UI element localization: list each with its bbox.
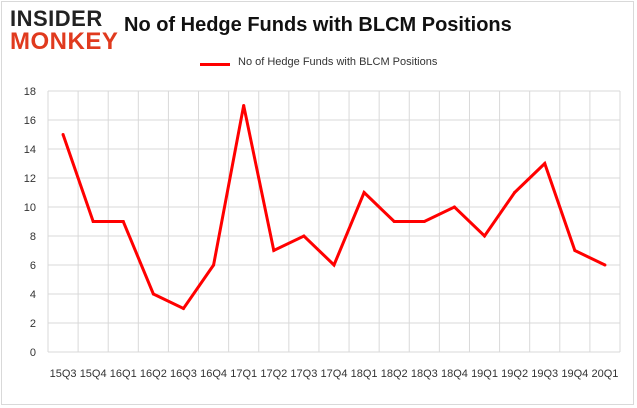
- data-point: [212, 263, 216, 267]
- x-tick-label: 19Q3: [531, 368, 558, 380]
- insider-monkey-logo: INSIDER MONKEY: [10, 6, 120, 55]
- x-tick-label: 18Q1: [351, 368, 378, 380]
- x-tick-label: 15Q3: [50, 368, 77, 380]
- x-tick-label: 19Q4: [561, 368, 588, 380]
- data-point: [242, 104, 246, 107]
- y-tick-label: 2: [30, 318, 36, 330]
- data-point: [181, 307, 185, 310]
- x-tick-label: 17Q2: [260, 368, 287, 380]
- x-tick-label: 16Q4: [200, 368, 227, 380]
- legend-label: No of Hedge Funds with BLCM Positions: [238, 56, 438, 68]
- data-point: [302, 234, 306, 238]
- x-tick-label: 19Q2: [501, 368, 528, 380]
- data-point: [332, 263, 336, 267]
- y-tick-label: 4: [30, 289, 36, 301]
- data-point: [151, 292, 155, 296]
- data-point: [483, 234, 487, 238]
- x-tick-label: 17Q4: [321, 368, 348, 380]
- logo-line-2: MONKEY: [10, 28, 119, 55]
- y-tick-label: 6: [30, 260, 36, 272]
- x-tick-label: 18Q3: [411, 368, 438, 380]
- data-point: [513, 191, 517, 194]
- y-tick-label: 18: [24, 86, 36, 98]
- y-axis: 0 2 4 6 8 10 12 14 16 18: [24, 86, 36, 359]
- grid: [47, 90, 621, 353]
- x-tick-label: 16Q3: [170, 368, 197, 380]
- data-point: [392, 220, 396, 223]
- data-point: [121, 220, 125, 223]
- x-tick-label: 18Q2: [381, 368, 408, 380]
- x-tick-label: 19Q1: [471, 368, 498, 380]
- x-tick-label: 15Q4: [80, 368, 107, 380]
- y-tick-label: 12: [24, 173, 36, 185]
- x-tick-label: 17Q3: [290, 368, 317, 380]
- data-point: [452, 205, 456, 209]
- x-tick-label: 17Q1: [230, 368, 257, 380]
- logo-line-1: INSIDER: [10, 6, 103, 31]
- data-point: [603, 263, 607, 267]
- y-tick-label: 10: [24, 202, 36, 214]
- x-tick-label: 18Q4: [441, 368, 468, 380]
- y-tick-label: 14: [24, 144, 36, 156]
- y-tick-label: 16: [24, 115, 36, 127]
- legend-swatch: [200, 63, 230, 66]
- data-point: [543, 162, 547, 165]
- data-point: [422, 220, 426, 223]
- x-tick-label: 16Q2: [140, 368, 167, 380]
- data-point: [573, 249, 577, 252]
- data-point: [91, 220, 95, 223]
- x-tick-label: 20Q1: [591, 368, 618, 380]
- data-point: [272, 249, 276, 252]
- y-tick-label: 8: [30, 231, 36, 243]
- x-tick-label: 16Q1: [110, 368, 137, 380]
- data-point: [61, 133, 65, 136]
- y-tick-label: 0: [30, 347, 36, 359]
- chart-title: No of Hedge Funds with BLCM Positions: [124, 14, 512, 36]
- series-layer: [61, 104, 607, 311]
- x-axis: 15Q3 15Q4 16Q1 16Q2 16Q3 16Q4 17Q1 17Q2 17Q3 17Q4…: [50, 368, 619, 380]
- data-point: [362, 191, 366, 194]
